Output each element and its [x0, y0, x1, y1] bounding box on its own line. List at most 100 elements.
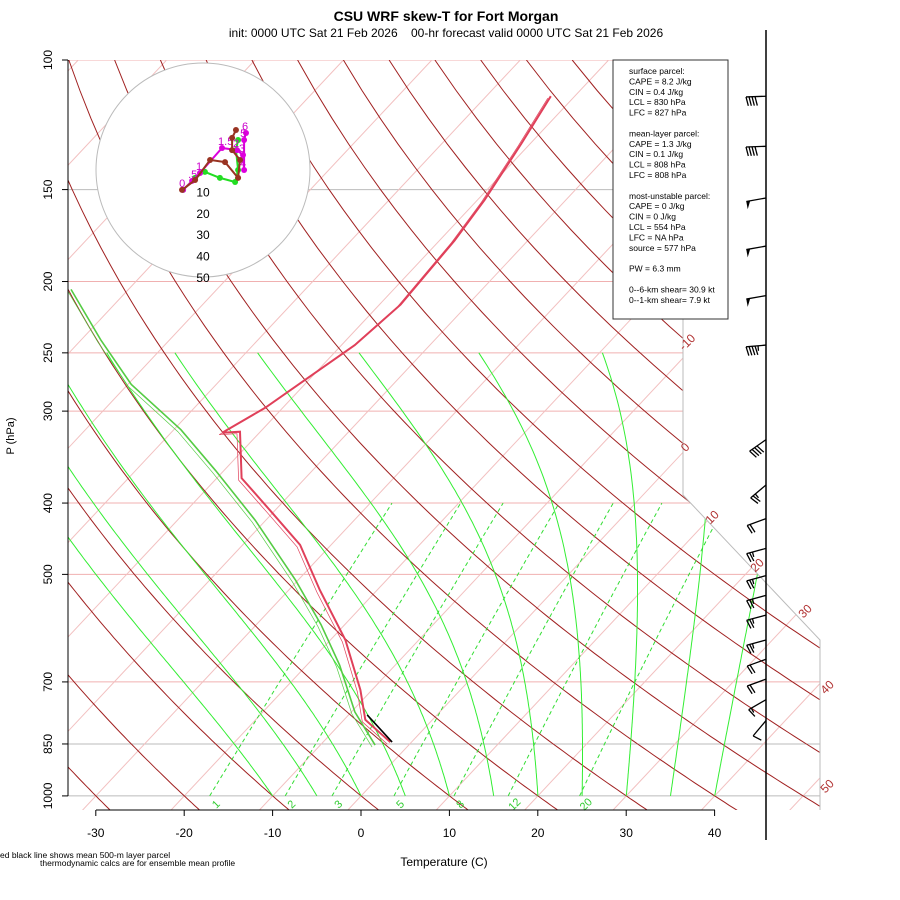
wind-barb-half: [751, 643, 755, 649]
moist-adiabat: [478, 352, 583, 796]
y-tick-label: 1000: [41, 782, 55, 809]
mixing-ratio-label: 12: [506, 796, 523, 813]
hodograph-height-label: 3: [239, 143, 245, 155]
hodograph-ring-label: 20: [196, 207, 210, 221]
mixing-ratio-line: [579, 502, 727, 797]
wind-barb-full: [746, 580, 752, 590]
wind-barb: [746, 594, 767, 610]
mixing-ratio-line: [453, 502, 614, 797]
isotherm: [611, 60, 820, 810]
dry-adiabat: [68, 60, 381, 810]
chart-title: CSU WRF skew-T for Fort Morgan: [334, 8, 559, 24]
profile-member-dewpoint: [68, 291, 373, 748]
wind-barb-full: [748, 346, 753, 356]
isotherm: [522, 60, 820, 810]
hodograph-point: [232, 126, 239, 133]
parcel-info-line: CAPE = 1.3 J/kg: [629, 139, 692, 149]
hodograph-ring-label: 10: [196, 185, 210, 199]
parcel-info-line: LFC = 827 hPa: [629, 108, 687, 118]
hodograph-point: [207, 156, 214, 163]
wind-barb-half: [751, 598, 755, 605]
hodograph-point: [241, 167, 248, 173]
wind-barb: [746, 678, 767, 695]
dry-adiabat: [205, 60, 820, 810]
wind-barb-full: [749, 579, 755, 589]
hodograph-point: [229, 134, 236, 141]
mixing-ratio-line: [507, 502, 663, 797]
wind-barb-full: [748, 146, 752, 156]
wind-barb-full: [746, 644, 752, 654]
hodograph-ring-label: 40: [196, 250, 210, 264]
y-tick-label: 300: [41, 401, 55, 421]
wind-barb-staff: [746, 294, 767, 300]
x-tick-label: 20: [531, 826, 545, 840]
isotherm-label: 10: [702, 507, 722, 527]
dry-adiabat: [114, 60, 820, 810]
parcel-info-line: LFC = 808 hPa: [629, 170, 687, 180]
hodograph-point: [234, 147, 241, 154]
wind-barb-staff: [752, 720, 767, 737]
y-tick-label: 700: [41, 672, 55, 692]
wind-barb: [745, 145, 767, 157]
wind-barb-staff: [748, 699, 767, 711]
wind-barb-full: [746, 620, 752, 629]
wind-barb: [746, 658, 767, 675]
parcel-info-line: mean-layer parcel:: [629, 128, 699, 138]
wind-barb-full: [749, 664, 756, 674]
moist-adiabat: [601, 352, 638, 796]
parcel-info-line: LCL = 554 hPa: [629, 222, 686, 232]
wind-barb-full: [751, 448, 760, 457]
wind-barb-full: [745, 146, 749, 157]
isotherm: [68, 60, 609, 810]
dry-adiabat: [68, 60, 650, 810]
wind-barb-full: [754, 447, 762, 455]
wind-barb: [746, 245, 767, 258]
parcel-info-line: surface parcel:: [629, 66, 685, 76]
x-tick-label: 40: [708, 826, 722, 840]
wind-barb-full: [749, 552, 755, 562]
dry-adiabat: [159, 60, 820, 810]
isotherm: [68, 60, 521, 810]
footnote-calcs: thermodynamic calcs are for ensemble mea…: [40, 858, 235, 868]
y-tick-label: 400: [41, 493, 55, 513]
parcel-info-line: CIN = 0 J/kg: [629, 212, 676, 222]
parcel-info-line: LFC = NA hPa: [629, 232, 684, 242]
wind-barb-full: [750, 497, 759, 504]
x-tick-label: -10: [264, 826, 282, 840]
dry-adiabat: [297, 60, 820, 810]
wind-barb-full: [752, 735, 762, 741]
dry-adiabat: [388, 60, 820, 810]
wind-barb-half: [751, 579, 755, 585]
hodograph-ring-label: 50: [196, 271, 210, 285]
wind-barb-full: [746, 665, 753, 675]
hodograph-point: [222, 159, 229, 166]
wind-barb-full: [751, 96, 755, 106]
wind-barb: [745, 95, 767, 107]
mixing-ratio-label: 8: [454, 798, 467, 811]
y-tick-label: 850: [41, 734, 55, 754]
mixing-ratio-line: [209, 502, 393, 797]
wind-barb: [748, 699, 767, 717]
parcel-info-line: most-unstable parcel:: [629, 191, 710, 201]
parcel-info-line: CAPE = 0 J/kg: [629, 201, 685, 211]
wind-barb-full: [754, 146, 758, 156]
hodograph-point: [243, 129, 250, 136]
dry-adiabat: [342, 60, 820, 810]
hodograph-height-label: 0: [179, 178, 185, 190]
wind-barb: [746, 639, 767, 654]
wind-barb-pennant: [746, 248, 751, 258]
moist-adiabat: [68, 352, 274, 797]
background-lines: [68, 60, 820, 810]
wind-barb-staff: [746, 245, 767, 251]
parcel-info-line: CIN = 0.4 J/kg: [629, 87, 683, 97]
wind-barb: [745, 344, 767, 356]
parcel-info-line: LCL = 808 hPa: [629, 160, 686, 170]
wind-barb-full: [754, 345, 759, 356]
y-tick-label: 100: [41, 50, 55, 70]
wind-barb-staff: [746, 197, 767, 203]
hodograph-height-label: 2: [233, 138, 239, 150]
y-axis-label: P (hPa): [5, 417, 17, 454]
footnote-parcel: ed black line shows mean 500-m layer par…: [0, 850, 170, 860]
